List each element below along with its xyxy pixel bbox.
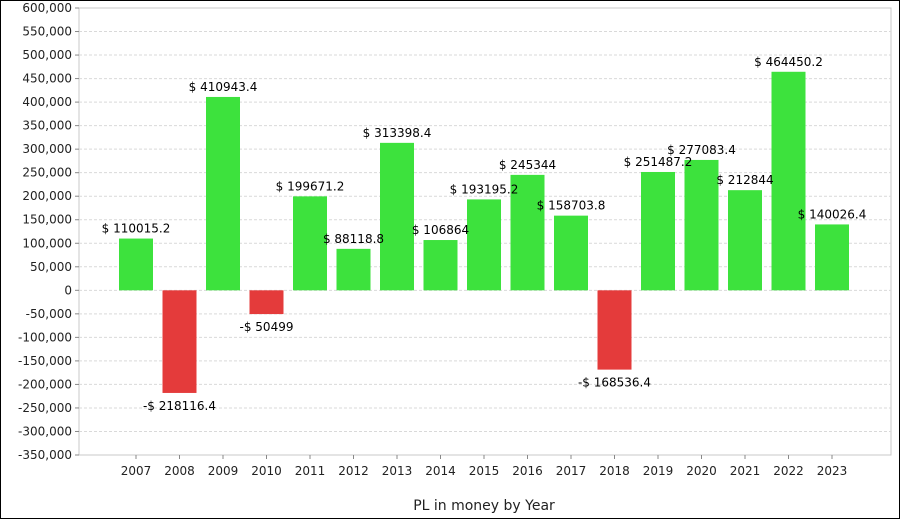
bar-2016 (510, 174, 545, 291)
y-tick-label: 500,000 (22, 48, 72, 62)
x-tick-label: 2022 (773, 464, 804, 478)
x-tick-label: 2017 (556, 464, 587, 478)
x-tick-label: 2016 (512, 464, 543, 478)
data-label-2013: $ 313398.4 (363, 126, 432, 140)
data-labels: $ 110015.2 -$ 218116.4 $ 410943.4 -$ 50499 $… (102, 55, 867, 413)
x-tick-label: 2010 (251, 464, 282, 478)
x-tick-label: 2007 (121, 464, 152, 478)
data-label-2015: $ 193195.2 (450, 182, 519, 196)
y-tick-label: -150,000 (18, 354, 72, 368)
data-label-2020: $ 277083.4 (667, 143, 736, 157)
data-label-2016: $ 245344 (499, 158, 556, 172)
bar-2009 (206, 96, 240, 291)
x-tick-label: 2019 (643, 464, 674, 478)
x-tick-label: 2021 (730, 464, 761, 478)
x-tick-label: 2018 (599, 464, 630, 478)
y-axis-ticks: 600,000 550,000 500,000 450,000 400,000 350,0… (18, 1, 79, 462)
bar-2021 (728, 190, 762, 291)
bars (119, 71, 849, 393)
bar-2018 (597, 290, 632, 370)
bar-2022 (771, 71, 806, 291)
data-label-2007: $ 110015.2 (102, 222, 171, 236)
x-tick-label: 2015 (469, 464, 500, 478)
bar-2014 (423, 240, 458, 291)
y-tick-label: 350,000 (22, 119, 72, 133)
bar-2008 (162, 290, 197, 393)
data-label-2017: $ 158703.8 (537, 199, 606, 213)
x-tick-label: 2013 (382, 464, 413, 478)
x-tick-label: 2023 (817, 464, 848, 478)
x-tick-label: 2012 (338, 464, 369, 478)
data-label-2010: -$ 50499 (240, 320, 294, 334)
bar-2012 (336, 248, 371, 291)
x-tick-label: 2008 (164, 464, 195, 478)
data-label-2022: $ 464450.2 (754, 55, 823, 69)
y-tick-label: -200,000 (18, 377, 72, 391)
bar-2019 (641, 171, 675, 291)
x-axis-title: PL in money by Year (413, 498, 555, 514)
y-tick-label: -100,000 (18, 330, 72, 344)
bar-2017 (554, 215, 588, 291)
y-tick-label: 250,000 (22, 166, 72, 180)
y-tick-label: 300,000 (22, 142, 72, 156)
x-tick-label: 2009 (208, 464, 239, 478)
y-tick-label: 600,000 (22, 1, 72, 15)
y-tick-label: -250,000 (18, 401, 72, 415)
data-label-2014: $ 106864 (412, 223, 469, 237)
data-label-2021: $ 212844 (716, 173, 773, 187)
y-tick-label: 100,000 (22, 236, 72, 250)
data-label-2012: $ 88118.8 (323, 232, 384, 246)
y-tick-label: 200,000 (22, 189, 72, 203)
data-label-2023: $ 140026.4 (798, 207, 867, 221)
y-tick-label: -50,000 (26, 307, 72, 321)
y-tick-label: 400,000 (22, 95, 72, 109)
x-tick-label: 2011 (295, 464, 326, 478)
y-tick-label: 50,000 (30, 260, 72, 274)
data-label-2008: -$ 218116.4 (143, 399, 216, 413)
y-tick-label: -300,000 (18, 424, 72, 438)
x-axis-ticks: 2007 2008 2009 2010 2011 2012 2013 2014 2015 2016… (121, 455, 848, 478)
bar-2015 (467, 199, 501, 291)
bar-2020 (684, 159, 719, 291)
x-tick-label: 2020 (686, 464, 717, 478)
data-label-2009: $ 410943.4 (189, 80, 258, 94)
y-tick-label: 550,000 (22, 25, 72, 39)
y-tick-label: 450,000 (22, 72, 72, 86)
y-tick-label: 0 (64, 283, 72, 297)
bar-2013 (380, 142, 414, 291)
data-label-2018: -$ 168536.4 (578, 376, 651, 390)
x-tick-label: 2014 (425, 464, 456, 478)
data-label-2011: $ 199671.2 (276, 179, 345, 193)
bar-2011 (293, 196, 327, 291)
bar-2023 (815, 224, 849, 291)
y-tick-label: 150,000 (22, 213, 72, 227)
bar-2010 (249, 290, 284, 315)
data-label-2019: $ 251487.2 (624, 155, 693, 169)
y-tick-label: -350,000 (18, 448, 72, 462)
bar-2007 (119, 238, 153, 291)
